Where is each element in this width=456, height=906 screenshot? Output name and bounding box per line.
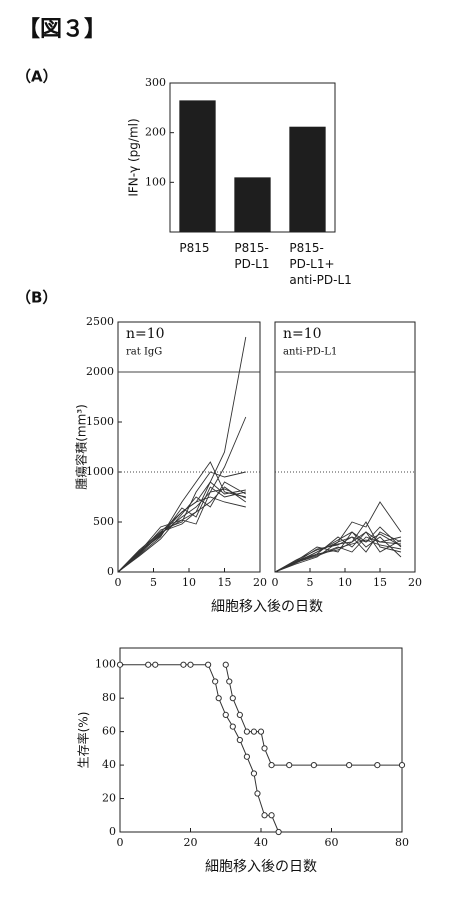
marker: [262, 746, 267, 751]
marker: [146, 662, 151, 667]
x-tick-label: 10: [182, 576, 196, 589]
marker: [181, 662, 186, 667]
x-tick-label: 40: [254, 836, 268, 849]
marker: [237, 737, 242, 742]
marker: [269, 813, 274, 818]
series-line: [118, 482, 246, 572]
marker: [311, 762, 316, 767]
marker: [399, 762, 404, 767]
marker: [244, 729, 249, 734]
x-tick-label: 5: [307, 576, 314, 589]
bar: [289, 127, 325, 232]
marker: [227, 679, 232, 684]
x-tick-label: 10: [338, 576, 352, 589]
marker: [223, 662, 228, 667]
x-tick-label: 0: [117, 836, 124, 849]
marker: [188, 662, 193, 667]
marker: [206, 662, 211, 667]
y-tick-label: 40: [102, 758, 116, 771]
marker: [223, 712, 228, 717]
y-tick-label: 500: [93, 515, 114, 528]
x-tick-label: P815-PD-L1+anti-PD-L1: [289, 241, 351, 287]
marker: [251, 729, 256, 734]
y-tick-label: 100: [145, 175, 166, 188]
bar: [234, 177, 270, 232]
marker: [230, 696, 235, 701]
figure: 【図３】 （A） （B） 100200300IFN-γ (pg/ml)P815P…: [0, 0, 456, 906]
marker: [237, 712, 242, 717]
bar: [179, 100, 215, 232]
marker: [117, 662, 122, 667]
x-tick-label: 15: [373, 576, 387, 589]
marker: [347, 762, 352, 767]
marker: [153, 662, 158, 667]
x-tick-label: 20: [184, 836, 198, 849]
x-tick-label: 20: [253, 576, 267, 589]
panel-label: （A）: [16, 68, 58, 86]
y-tick-label: 80: [102, 691, 116, 704]
marker: [262, 813, 267, 818]
x-tick-label: 0: [115, 576, 122, 589]
y-axis-label: 生存率(%): [76, 712, 91, 769]
x-tick-label: 5: [150, 576, 157, 589]
y-tick-label: 1500: [86, 415, 114, 428]
series-line: [118, 487, 246, 572]
y-tick-label: 1000: [86, 465, 114, 478]
y-tick-label: 20: [102, 792, 116, 805]
x-tick-label: P815: [179, 241, 209, 255]
y-tick-label: 0: [107, 565, 114, 578]
marker: [216, 696, 221, 701]
annotation: n=10: [126, 326, 165, 342]
marker: [276, 829, 281, 834]
figure-label: 【図３】: [18, 17, 106, 42]
y-tick-label: 100: [95, 658, 116, 671]
y-tick-label: 60: [102, 725, 116, 738]
marker: [244, 754, 249, 759]
x-tick-label: 15: [218, 576, 232, 589]
y-tick-label: 2000: [86, 365, 114, 378]
marker: [251, 771, 256, 776]
annotation: rat IgG: [126, 347, 162, 358]
series-line: [120, 665, 279, 832]
y-axis-label: IFN-γ (pg/ml): [127, 118, 141, 196]
annotation: n=10: [283, 326, 322, 342]
x-axis-label: 細胞移入後の日数: [211, 599, 323, 615]
series-line: [118, 487, 246, 572]
x-tick-label: 20: [408, 576, 422, 589]
marker: [213, 679, 218, 684]
y-tick-label: 300: [145, 76, 166, 89]
plot-frame: [275, 322, 415, 572]
y-tick-label: 0: [109, 825, 116, 838]
series-line: [118, 482, 246, 572]
series-line: [226, 665, 402, 765]
marker: [375, 762, 380, 767]
y-tick-label: 200: [145, 126, 166, 139]
marker: [287, 762, 292, 767]
x-tick-label: 60: [325, 836, 339, 849]
marker: [255, 791, 260, 796]
x-tick-label: 0: [272, 576, 279, 589]
y-tick-label: 2500: [86, 315, 114, 328]
y-axis-label: 腫瘍容積(mm³): [74, 404, 89, 490]
x-tick-label: P815-PD-L1: [234, 241, 269, 271]
annotation: anti-PD-L1: [283, 347, 337, 358]
x-tick-label: 80: [395, 836, 409, 849]
marker: [269, 762, 274, 767]
marker: [258, 729, 263, 734]
plot-frame: [118, 322, 260, 572]
panel-label: （B）: [16, 289, 57, 307]
x-axis-label: 細胞移入後の日数: [205, 859, 317, 875]
marker: [230, 724, 235, 729]
